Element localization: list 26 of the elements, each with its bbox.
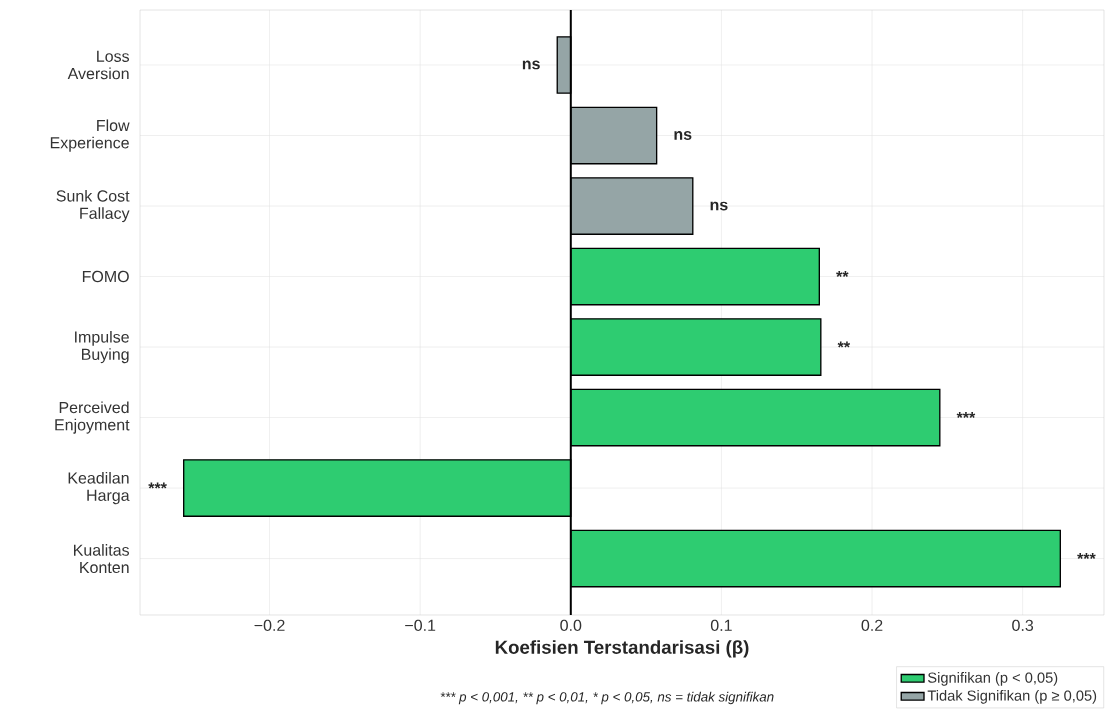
data-label: *** xyxy=(1077,553,1096,560)
data-label: ** xyxy=(837,341,851,348)
y-tick-label: FOMO xyxy=(82,270,129,283)
x-tick-label: 0.2 xyxy=(861,619,883,632)
x-tick-label: 0.3 xyxy=(1012,619,1034,632)
legend-label: Tidak Signifikan (p ≥ 0,05) xyxy=(927,689,1097,704)
x-tick-label: 0.1 xyxy=(710,619,732,632)
data-label: *** xyxy=(956,412,976,418)
x-tick-label: 0.0 xyxy=(560,619,582,632)
legend-label: Signifikan (p < 0,05) xyxy=(928,672,1058,686)
y-tick-label: Perceived Enjoyment xyxy=(55,401,130,434)
y-tick-label: Kualitas Konten xyxy=(74,544,130,574)
y-tick-label: Flow Experience xyxy=(50,119,130,152)
data-label: ns xyxy=(522,60,540,70)
data-label: ** xyxy=(836,271,849,277)
data-label: ns xyxy=(674,131,692,140)
data-label: ns xyxy=(710,201,728,211)
x-tick-label: −0.1 xyxy=(405,619,436,632)
y-tick-label: Impulse Buying xyxy=(75,330,129,364)
x-tick-label: −0.2 xyxy=(254,619,285,632)
x-axis-title: Koefisien Terstandarisasi (β) xyxy=(495,640,749,658)
data-label: *** xyxy=(148,482,167,489)
text: *** p < 0,001, ** p < 0,01, * p < 0,05, ns = tidak signifikan xyxy=(440,691,774,705)
y-tick-label: Keadilan Harga xyxy=(68,471,130,505)
y-tick-label: Loss Aversion xyxy=(67,50,130,80)
y-tick-label: Sunk Cost Fallacy xyxy=(56,189,130,223)
